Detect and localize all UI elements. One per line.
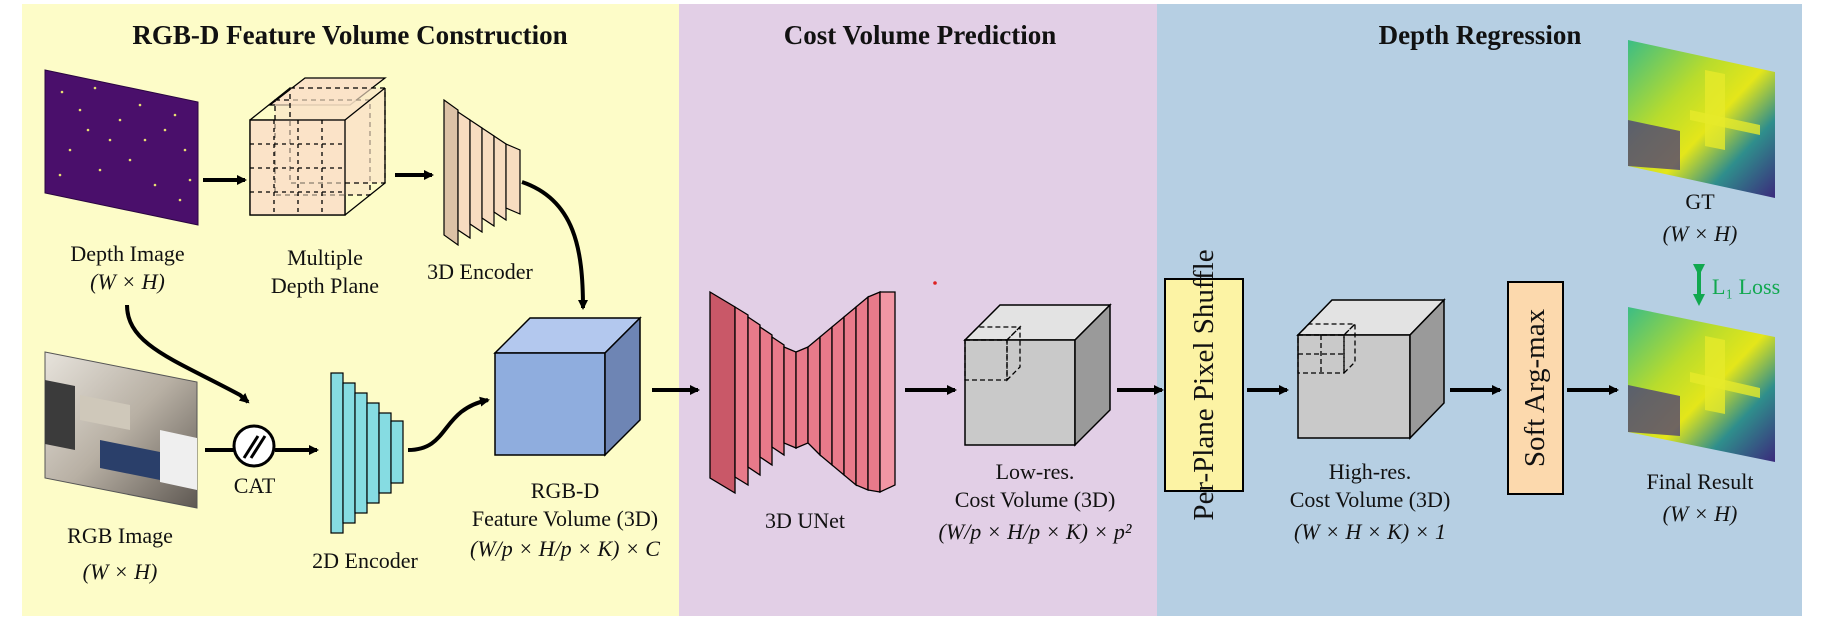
stray-dot	[933, 281, 937, 285]
encoder-2d-block	[330, 372, 404, 534]
pixel-shuffle-label: Per-Plane Pixel Shuffle	[1187, 235, 1221, 535]
highres-label-2: Cost Volume (3D)	[1289, 487, 1451, 512]
highres-cost-volume-cube	[1296, 298, 1446, 440]
section-title-depth-regression: Depth Regression	[1378, 20, 1582, 50]
lowres-cost-volume-cube	[963, 303, 1112, 447]
final-result-depth-map	[1628, 307, 1775, 462]
unet-3d-label: 3D UNet	[764, 508, 846, 533]
depth-image-dim: (W × H)	[90, 269, 165, 294]
multiple-depth-plane-label-2: Depth Plane	[270, 273, 380, 298]
depth-image	[44, 69, 199, 226]
lowres-dim: (W/p × H/p × K) × p²	[938, 519, 1132, 544]
cat-operator	[232, 424, 276, 468]
unet-3d-block	[709, 290, 896, 495]
soft-argmax-box	[1507, 281, 1564, 495]
gt-label: GT	[1685, 189, 1715, 214]
lowres-label-1: Low-res.	[995, 459, 1075, 484]
soft-argmax-text: Soft Arg-max	[1519, 308, 1551, 468]
gt-depth-map	[1628, 40, 1775, 198]
feature-volume-dim: (W/p × H/p × K) × C	[470, 536, 660, 561]
arrow-2d-encoder-to-feature	[407, 396, 490, 452]
multiple-depth-plane-label-1: Multiple	[287, 245, 363, 270]
highres-dim: (W × H × K) × 1	[1293, 519, 1447, 544]
rgb-image	[44, 351, 198, 509]
section-title-cost-volume: Cost Volume Prediction	[783, 20, 1057, 50]
feature-volume-label-2: Feature Volume (3D)	[471, 506, 659, 531]
section-title-feature-volume: RGB-D Feature Volume Construction	[132, 20, 568, 50]
arrow-depth-to-cat	[125, 304, 250, 404]
feature-volume-label-1: RGB-D	[530, 478, 600, 503]
cat-label: CAT	[233, 473, 276, 498]
encoder-3d-label: 3D Encoder	[427, 259, 533, 284]
pixel-shuffle-text: Per-Plane Pixel Shuffle	[1188, 249, 1220, 521]
soft-argmax-label: Soft Arg-max	[1518, 293, 1552, 483]
multiple-depth-plane	[249, 77, 387, 216]
gt-dim: (W × H)	[1662, 221, 1738, 246]
final-result-dim: (W × H)	[1662, 501, 1738, 526]
arrow-3d-encoder-to-feature	[521, 180, 588, 310]
feature-volume-cube	[493, 316, 642, 457]
encoder-3d-block	[443, 98, 521, 247]
l1-loss-label: L₁ Loss	[1712, 274, 1781, 299]
lowres-label-2: Cost Volume (3D)	[954, 487, 1116, 512]
rgb-image-dim: (W × H)	[82, 559, 158, 584]
encoder-2d-label: 2D Encoder	[312, 548, 418, 573]
highres-label-1: High-res.	[1328, 459, 1412, 484]
depth-image-label: Depth Image	[70, 241, 185, 266]
pixel-shuffle-box	[1164, 278, 1244, 492]
final-result-label: Final Result	[1646, 469, 1754, 494]
rgb-image-label: RGB Image	[67, 523, 173, 548]
